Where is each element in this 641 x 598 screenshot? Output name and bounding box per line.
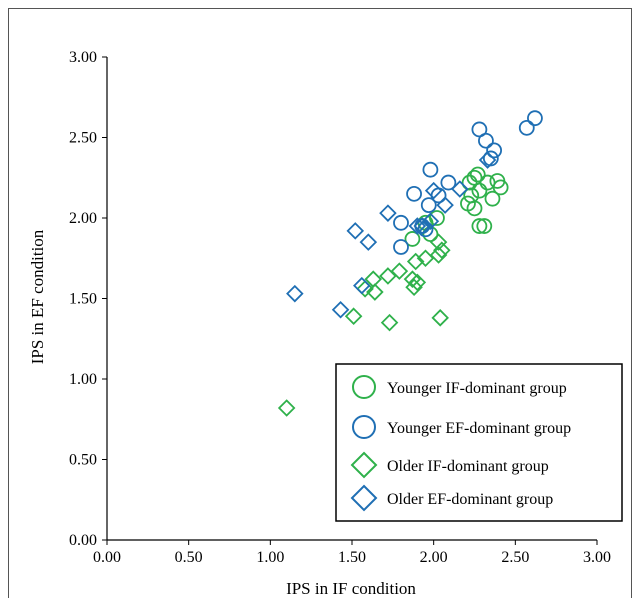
data-point-circle	[518, 119, 535, 136]
data-point-diamond	[331, 300, 350, 319]
series-4	[286, 151, 497, 319]
legend-item-younger-if: Younger IF-dominant group	[352, 375, 567, 399]
legend-marker-diamond	[350, 484, 378, 512]
data-point-diamond	[416, 249, 435, 268]
data-point-circle	[420, 197, 437, 214]
y-tick-label: 3.00	[69, 49, 97, 66]
y-tick-label: 0.00	[69, 532, 97, 549]
data-point-diamond	[359, 233, 378, 251]
data-point-diamond	[478, 151, 497, 169]
data-point-circle	[469, 166, 486, 183]
data-point-diamond	[346, 222, 365, 240]
data-point-diamond	[344, 307, 363, 325]
x-tick-label: 3.00	[583, 549, 611, 566]
data-point-diamond	[451, 180, 469, 198]
y-tick-label: 1.00	[69, 371, 97, 388]
y-tick-label: 2.50	[69, 130, 97, 147]
data-point-circle	[461, 174, 478, 191]
data-point-circle	[527, 110, 543, 127]
chart-frame	[8, 8, 632, 598]
data-point-diamond	[431, 309, 449, 327]
data-point-circle	[466, 200, 483, 217]
y-tick-label: 2.00	[69, 210, 97, 227]
data-point-circle	[478, 132, 494, 149]
x-tick-label: 1.00	[256, 549, 284, 566]
legend-marker-diamond	[350, 451, 378, 479]
y-axis-title: IPS in EF condition	[28, 229, 47, 364]
series-1	[404, 166, 509, 247]
y-tick-label: 1.50	[69, 291, 97, 308]
legend-item-younger-ef: Younger EF-dominant group	[352, 415, 571, 439]
data-point-diamond	[436, 196, 454, 214]
data-point-diamond	[429, 233, 448, 251]
data-point-circle	[486, 142, 503, 159]
data-points	[277, 110, 543, 417]
legend-label: Older EF-dominant group	[387, 491, 553, 508]
data-point-circle	[404, 231, 421, 247]
legend-label: Younger IF-dominant group	[387, 380, 567, 397]
data-point-circle	[492, 179, 509, 196]
data-point-circle	[393, 239, 409, 255]
x-tick-label: 0.50	[175, 549, 203, 566]
data-point-circle	[440, 174, 457, 191]
legend-marker-circle	[352, 415, 376, 439]
data-point-diamond	[390, 262, 409, 280]
data-point-circle	[479, 174, 496, 191]
data-point-diamond	[433, 241, 451, 259]
series-3	[277, 233, 451, 417]
data-point-diamond	[405, 278, 423, 297]
data-point-circle	[422, 226, 439, 243]
data-point-circle	[393, 214, 409, 231]
data-point-circle	[422, 161, 439, 178]
data-point-diamond	[406, 252, 425, 271]
data-point-circle	[476, 218, 493, 234]
axes: 0.00 0.50 1.00 1.50 2.00 2.50 3.00 0.00 0.50 1.00…	[69, 49, 611, 566]
x-tick-label: 2.00	[420, 549, 448, 566]
y-tick-label: 0.50	[69, 452, 97, 469]
data-point-diamond	[379, 267, 397, 285]
legend-marker-circle	[352, 375, 376, 399]
data-point-circle	[471, 182, 488, 199]
x-tick-label: 2.50	[501, 549, 529, 566]
data-point-diamond	[421, 212, 440, 230]
data-point-diamond	[356, 280, 374, 298]
data-point-circle	[406, 185, 422, 202]
x-tick-label: 1.50	[338, 549, 366, 566]
data-point-diamond	[286, 284, 304, 303]
legend-item-older-if: Older IF-dominant group	[350, 451, 549, 479]
data-point-diamond	[408, 217, 427, 235]
data-point-diamond	[379, 204, 397, 222]
data-point-diamond	[403, 270, 422, 288]
data-point-diamond	[380, 313, 399, 332]
legend-label: Younger EF-dominant group	[387, 420, 571, 437]
data-point-diamond	[429, 246, 448, 264]
data-point-circle	[484, 190, 501, 207]
legend-box	[335, 363, 623, 522]
data-point-diamond	[413, 217, 432, 235]
data-point-diamond	[277, 399, 296, 417]
data-point-diamond	[353, 276, 371, 295]
data-point-circle	[471, 218, 488, 234]
x-tick-label: 0.00	[93, 549, 121, 566]
data-point-diamond	[424, 181, 443, 200]
data-point-diamond	[366, 283, 384, 301]
legend: Younger IF-dominant group Younger EF-dom…	[335, 363, 623, 522]
legend-label: Older IF-dominant group	[387, 458, 549, 475]
legend-item-older-ef: Older EF-dominant group	[350, 484, 553, 512]
data-point-diamond	[408, 273, 427, 292]
x-axis-title: IPS in IF condition	[286, 579, 416, 598]
